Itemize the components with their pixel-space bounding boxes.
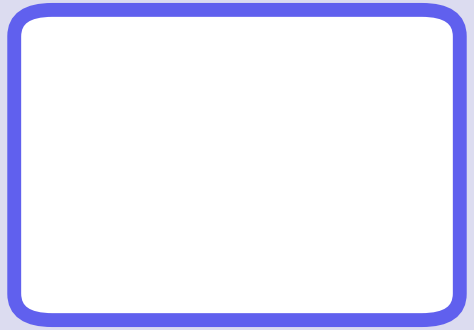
Text: H: H (311, 133, 324, 151)
Text: H: H (169, 133, 182, 151)
Text: C: C (239, 188, 254, 208)
Text: teachoo: teachoo (361, 13, 450, 33)
Text: C: C (310, 188, 325, 208)
Text: Structure of Propanone: Structure of Propanone (16, 38, 458, 71)
Text: H: H (169, 245, 182, 263)
Text: C: C (168, 188, 182, 208)
Text: H: H (373, 189, 386, 207)
Text: O: O (238, 125, 255, 145)
Text: H: H (107, 189, 120, 207)
Text: H: H (311, 245, 324, 263)
